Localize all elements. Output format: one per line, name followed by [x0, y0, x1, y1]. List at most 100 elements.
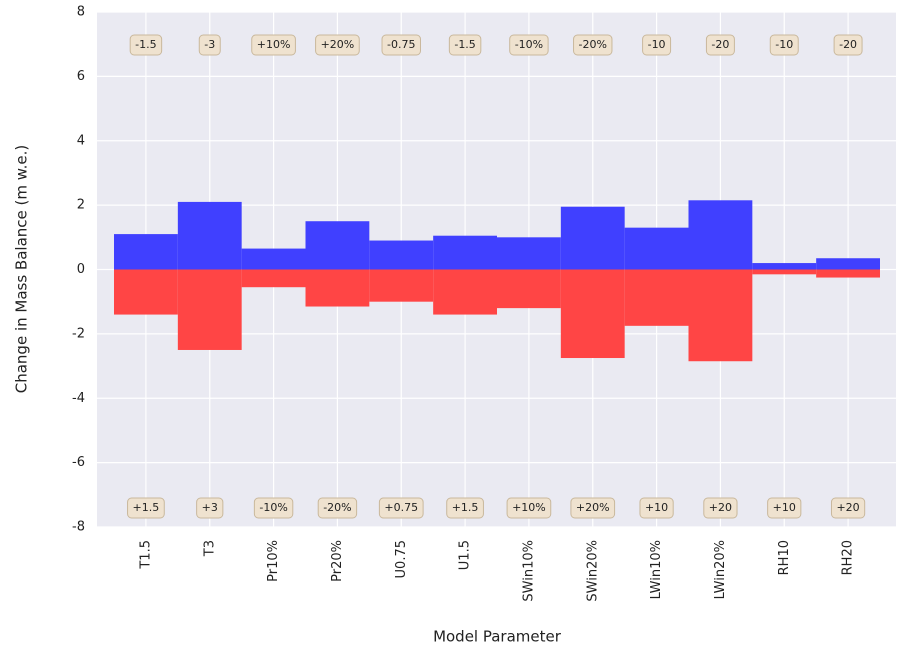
y-tick-label: -8	[72, 520, 85, 535]
bar	[497, 269, 561, 309]
annotation: +10	[639, 497, 674, 519]
annotation-box	[769, 34, 799, 56]
annotation: +0.75	[378, 497, 424, 519]
annotation: +20%	[315, 34, 360, 56]
x-tick-label: U0.75	[394, 540, 409, 578]
annotation: -0.75	[381, 34, 421, 56]
annotation-text: +20%	[321, 38, 355, 51]
annotation-box	[703, 497, 738, 519]
annotation-box	[253, 497, 294, 519]
annotation-box	[251, 34, 296, 56]
annotation-text: +1.5	[452, 501, 479, 514]
annotation-text: -1.5	[135, 38, 156, 51]
x-tick-label: U1.5	[458, 540, 473, 570]
x-tick-label: SWin10%	[521, 540, 536, 602]
bar	[114, 269, 178, 315]
annotation-box	[830, 497, 866, 519]
annotation-text: -10%	[259, 501, 287, 514]
annotation: -10%	[509, 34, 549, 56]
bar	[816, 269, 880, 278]
annotation-text: +3	[202, 501, 218, 514]
annotation-text: -10	[775, 38, 793, 51]
bar	[433, 235, 497, 270]
annotation: -20	[705, 34, 735, 56]
annotation-text: +1.5	[133, 501, 160, 514]
x-tick-label: Pr10%	[266, 540, 281, 582]
annotation-box	[642, 34, 672, 56]
x-tick-label: T3	[202, 540, 217, 557]
annotation-box	[378, 497, 424, 519]
annotation: -1.5	[129, 34, 163, 56]
annotation-box	[705, 34, 735, 56]
bar	[816, 258, 880, 270]
annotation-box	[198, 34, 221, 56]
annotation-text: -0.75	[387, 38, 415, 51]
y-tick-label: 8	[77, 5, 85, 20]
annotation: +1.5	[446, 497, 484, 519]
bar	[752, 263, 817, 270]
bar	[560, 269, 625, 359]
bar	[305, 269, 370, 307]
annotation: +10%	[251, 34, 296, 56]
annotation-box	[639, 497, 674, 519]
annotation-box	[315, 34, 360, 56]
annotation-box	[573, 34, 613, 56]
bar	[560, 206, 625, 270]
annotation: +3	[196, 497, 224, 519]
annotation-box	[833, 34, 863, 56]
bar	[688, 269, 753, 362]
y-tick-label: 6	[77, 69, 85, 84]
annotation-text: -20	[711, 38, 729, 51]
bar	[433, 269, 497, 315]
bar	[114, 234, 178, 270]
x-tick-label: LWin10%	[649, 540, 664, 599]
x-tick-label: LWin20%	[713, 540, 728, 599]
annotation-box	[506, 497, 552, 519]
annotation-text: +0.75	[384, 501, 418, 514]
annotation-box	[448, 34, 482, 56]
bar	[177, 269, 242, 350]
x-tick-label: RH20	[841, 540, 856, 575]
annotation-box	[129, 34, 163, 56]
bar	[305, 221, 370, 270]
annotation: +20	[830, 497, 866, 519]
annotation-box	[317, 497, 358, 519]
bar	[752, 269, 817, 275]
bar	[624, 269, 689, 326]
x-tick-label: T1.5	[138, 540, 153, 570]
bar	[688, 200, 753, 270]
annotation: +1.5	[127, 497, 165, 519]
annotation-text: +20	[709, 501, 732, 514]
x-tick-label: Pr20%	[330, 540, 345, 582]
y-tick-label: 4	[77, 133, 85, 148]
x-tick-label: SWin20%	[585, 540, 600, 602]
annotation: -10%	[253, 497, 294, 519]
y-tick-label: 2	[77, 198, 85, 213]
annotation: +20	[703, 497, 738, 519]
y-axis-label: Change in Mass Balance (m w.e.)	[13, 145, 31, 394]
bar	[624, 227, 689, 270]
annotation: +20%	[570, 497, 616, 519]
annotation: -3	[198, 34, 221, 56]
bar	[369, 240, 434, 270]
annotation-text: -20	[839, 38, 857, 51]
bar	[241, 269, 306, 288]
annotation-box	[446, 497, 484, 519]
annotation-text: +10	[645, 501, 668, 514]
annotation-text: +10%	[512, 501, 546, 514]
annotation-text: -20%	[323, 501, 351, 514]
y-tick-label: -4	[72, 391, 85, 406]
annotation-text: -3	[204, 38, 215, 51]
annotation-text: +10	[773, 501, 796, 514]
annotation: -20%	[317, 497, 358, 519]
annotation-box	[381, 34, 421, 56]
x-axis-label: Model Parameter	[433, 628, 562, 646]
annotation: +10%	[506, 497, 552, 519]
bar	[177, 201, 242, 270]
annotation-box	[127, 497, 165, 519]
annotation-text: +20%	[576, 501, 610, 514]
x-tick-label: RH10	[777, 540, 792, 575]
annotation: -1.5	[448, 34, 482, 56]
annotation-text: -10%	[515, 38, 543, 51]
